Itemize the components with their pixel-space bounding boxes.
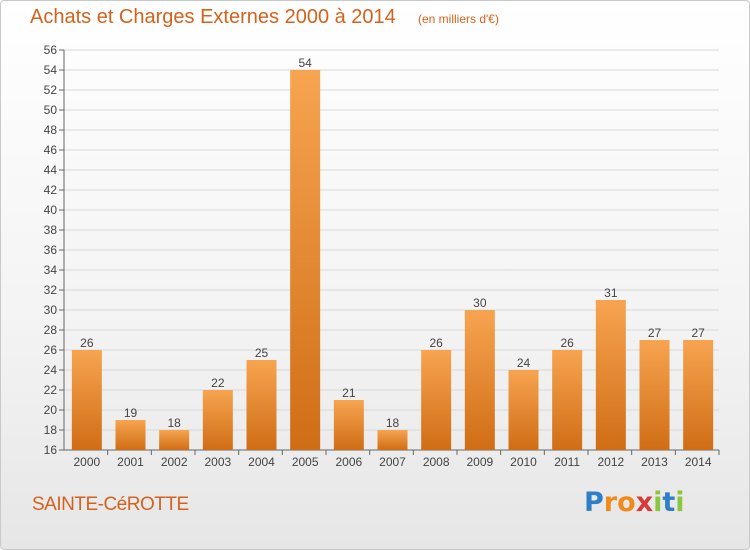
brand-letter: x	[635, 487, 654, 518]
data-label-2014: 27	[691, 326, 705, 340]
x-tick-label-2006: 2006	[335, 455, 362, 469]
y-tick-label: 28	[44, 323, 58, 337]
x-tick-label-2000: 2000	[73, 455, 100, 469]
y-tick-label: 20	[44, 403, 58, 417]
x-tick-label-2008: 2008	[423, 455, 450, 469]
y-tick-label: 54	[44, 63, 58, 77]
bar-2008	[421, 350, 452, 450]
town-name: SAINTE-CéROTTE	[32, 494, 189, 515]
y-tick-label: 30	[44, 303, 58, 317]
y-tick-label: 22	[44, 383, 58, 397]
x-tick-label-2011: 2011	[554, 455, 580, 469]
data-label-2013: 27	[648, 326, 662, 340]
data-labels: 26 19 18 22 25 54 21 18 26 30 24 26 31 27 27	[80, 56, 705, 430]
data-label-2008: 26	[429, 336, 443, 350]
data-label-2011: 26	[560, 336, 574, 350]
bar-2012	[595, 300, 626, 450]
y-tick-label: 50	[44, 103, 58, 117]
y-tick-label: 42	[44, 183, 58, 197]
x-tick-label-2001: 2001	[117, 455, 144, 469]
data-label-2009: 30	[473, 296, 487, 310]
brand-letter: i	[675, 487, 685, 518]
y-tick-label: 18	[44, 423, 58, 437]
brand-letter: i	[653, 487, 663, 518]
bar-2004	[246, 360, 277, 450]
bar-2010	[508, 370, 539, 450]
y-tick-label: 44	[44, 163, 58, 177]
y-tick-label: 46	[44, 143, 58, 157]
x-tick-label-2013: 2013	[641, 455, 668, 469]
data-label-2010: 24	[517, 356, 531, 370]
brand-letter: t	[662, 487, 676, 518]
bar-2005	[290, 70, 321, 450]
x-tick-label-2014: 2014	[685, 455, 712, 469]
bar-2013	[639, 340, 670, 450]
brand-letter: P	[584, 487, 604, 518]
y-tick-label: 38	[44, 223, 58, 237]
x-tick-label-2009: 2009	[466, 455, 493, 469]
brand-letter: o	[617, 487, 636, 518]
brand-logo: Proxiti	[584, 487, 685, 518]
bar-2007	[377, 430, 408, 450]
data-label-2001: 19	[124, 406, 138, 420]
chart-subtitle: (en milliers d'€)	[418, 12, 499, 26]
y-tick-label: 26	[44, 343, 58, 357]
bar-2009	[464, 310, 495, 450]
y-tick-label: 36	[44, 243, 58, 257]
bar-2014	[683, 340, 714, 450]
x-tick-label-2003: 2003	[204, 455, 231, 469]
axes: 16 18 20 22 24 26 28 30 32 34 36 38 40 42 44 46 48 50 52 54…	[44, 43, 720, 469]
y-tick-label: 16	[44, 443, 58, 457]
bar-2011	[552, 350, 583, 450]
x-tick-label-2010: 2010	[510, 455, 537, 469]
bar-2000	[71, 350, 102, 450]
x-tick-label-2012: 2012	[597, 455, 624, 469]
bar-2003	[202, 390, 233, 450]
x-tick-label-2002: 2002	[161, 455, 188, 469]
y-tick-label: 40	[44, 203, 58, 217]
y-tick-label: 34	[44, 263, 58, 277]
data-label-2007: 18	[386, 416, 400, 430]
data-label-2003: 22	[211, 376, 225, 390]
x-tick-label-2005: 2005	[292, 455, 319, 469]
data-label-2012: 31	[604, 286, 618, 300]
x-tick-label-2007: 2007	[379, 455, 406, 469]
bars	[71, 70, 714, 450]
y-tick-label: 24	[44, 363, 58, 377]
data-label-2000: 26	[80, 336, 94, 350]
y-tick-label: 52	[44, 83, 58, 97]
data-label-2005: 54	[298, 56, 312, 70]
data-label-2004: 25	[255, 346, 269, 360]
bar-2002	[159, 430, 190, 450]
brand-letter: r	[603, 487, 618, 518]
y-tick-label: 48	[44, 123, 58, 137]
y-tick-label: 32	[44, 283, 58, 297]
chart-title: Achats et Charges Externes 2000 à 2014	[30, 6, 396, 28]
y-tick-label: 56	[44, 43, 58, 57]
data-label-2002: 18	[167, 416, 181, 430]
x-tick-label-2004: 2004	[248, 455, 275, 469]
bar-2006	[333, 400, 364, 450]
data-label-2006: 21	[342, 386, 356, 400]
bar-2001	[115, 420, 146, 450]
